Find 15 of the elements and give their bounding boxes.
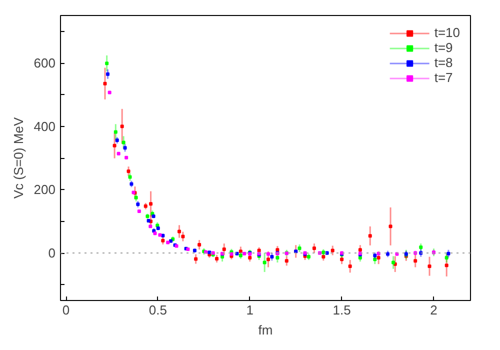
legend-label: t=8 xyxy=(434,55,454,70)
x-axis-title: fm xyxy=(258,322,273,338)
x-tick-label: 1.5 xyxy=(332,302,351,318)
y-axis-title: Vc (S=0) MeV xyxy=(10,117,26,199)
x-tick-label: 0.5 xyxy=(148,302,167,318)
legend-label: t=7 xyxy=(434,70,454,85)
y-tick-label: 600 xyxy=(34,56,56,70)
legend-label: t=9 xyxy=(434,40,454,55)
y-tick-label: 0 xyxy=(48,246,56,260)
legend-label: t=10 xyxy=(434,25,460,40)
x-tick-label: 2 xyxy=(430,302,438,318)
x-tick-label: 0 xyxy=(62,302,70,318)
y-tick-label: 400 xyxy=(34,118,56,134)
y-tick-label: 200 xyxy=(34,182,56,198)
x-tick-label: 1 xyxy=(246,302,254,318)
